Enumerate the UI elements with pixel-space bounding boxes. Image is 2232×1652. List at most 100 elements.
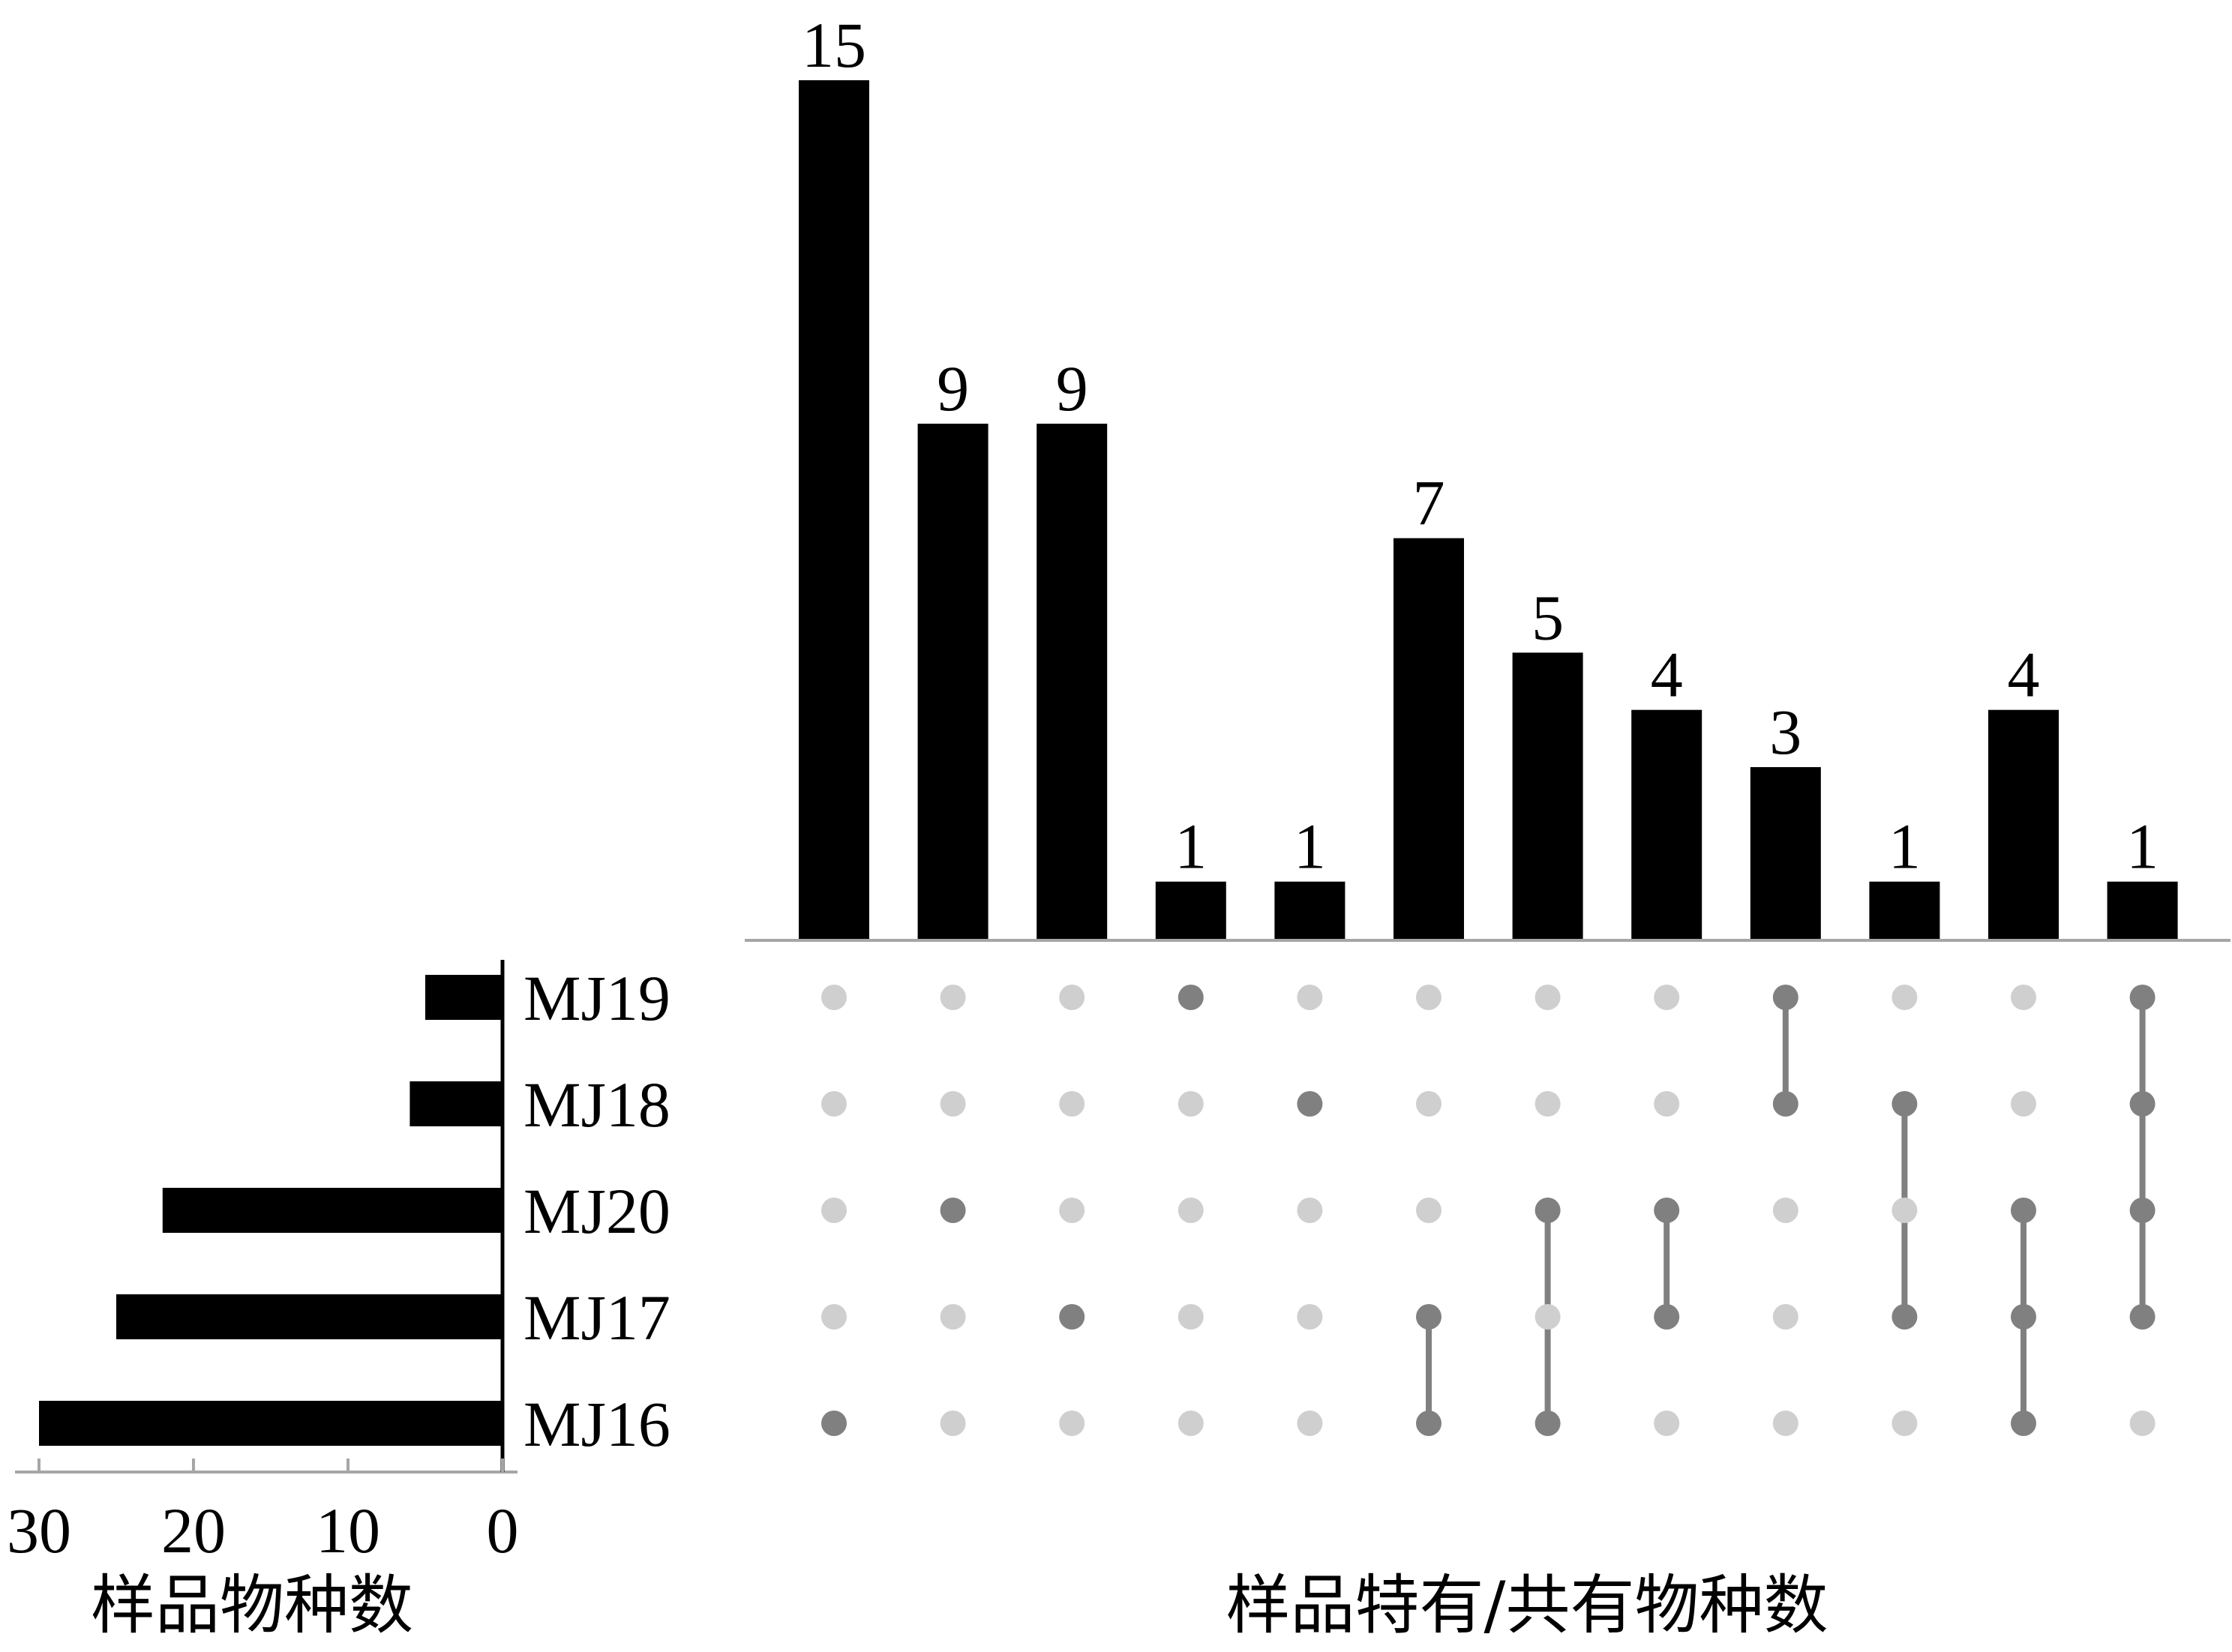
- set-size-axis-title: 样品物种数: [91, 1568, 413, 1643]
- set-size-bar: [162, 1188, 503, 1233]
- matrix-dot-inactive: [1297, 1304, 1323, 1330]
- set-label: MJ17: [524, 1282, 670, 1354]
- matrix-dot-active: [2011, 1198, 2036, 1223]
- matrix-dot-inactive: [1178, 1411, 1204, 1436]
- matrix-dot-inactive: [2011, 985, 2036, 1010]
- set-label: MJ20: [524, 1175, 670, 1247]
- matrix-dot-inactive: [1772, 1198, 1798, 1223]
- intersection-bar-label: 5: [1532, 581, 1564, 653]
- matrix-dot-active: [2011, 1411, 2036, 1436]
- matrix-dot-inactive: [1297, 985, 1323, 1010]
- set-size-bar: [410, 1081, 502, 1126]
- intersection-bar: [799, 80, 869, 939]
- matrix-dot-inactive: [1178, 1304, 1204, 1330]
- intersection-bar-label: 1: [1294, 811, 1326, 883]
- matrix-dot-inactive: [1772, 1304, 1798, 1330]
- matrix-dot-active: [1534, 1198, 1561, 1223]
- matrix-dot-active: [2129, 1304, 2156, 1330]
- matrix-dot-inactive: [1178, 1198, 1204, 1223]
- set-size-bars: MJ19 MJ18 MJ20 MJ17 MJ16: [39, 962, 670, 1460]
- matrix-dot-inactive: [940, 1091, 966, 1117]
- matrix-dot-inactive: [1416, 1198, 1442, 1223]
- matrix-dot-inactive: [1416, 985, 1442, 1010]
- set-axis-tick-label: 30: [7, 1495, 71, 1567]
- matrix-dot-inactive: [821, 1091, 847, 1117]
- matrix-dot-active: [2011, 1304, 2036, 1330]
- intersection-bar-label: 1: [1174, 811, 1207, 883]
- matrix-dot-inactive: [1534, 1091, 1561, 1117]
- matrix-dot-active: [1654, 1198, 1680, 1223]
- matrix-dot-active: [1654, 1304, 1680, 1330]
- intersection-bar: [1036, 424, 1108, 939]
- matrix-dot-inactive: [1654, 1091, 1680, 1117]
- matrix-dot-inactive: [821, 1304, 847, 1330]
- matrix-dot-inactive: [940, 1304, 966, 1330]
- set-size-ticks: 30 20 10 0: [7, 1459, 519, 1567]
- matrix-dot-inactive: [1059, 1198, 1085, 1223]
- set-label: MJ19: [524, 962, 670, 1034]
- matrix-dot-active: [1534, 1411, 1561, 1436]
- matrix-dot-inactive: [821, 1198, 847, 1223]
- matrix-dot-inactive: [1297, 1411, 1323, 1436]
- intersection-bar: [917, 424, 988, 939]
- matrix-dot-active: [940, 1198, 966, 1223]
- set-size-bar: [116, 1294, 502, 1339]
- matrix-dot-inactive: [1534, 985, 1561, 1010]
- matrix-dot-inactive: [1178, 1091, 1204, 1117]
- intersection-bar: [2107, 881, 2178, 939]
- matrix-dot-active: [1416, 1411, 1442, 1436]
- intersection-bar-label: 9: [937, 352, 969, 424]
- matrix-dot-inactive: [2011, 1091, 2036, 1117]
- matrix-dot-inactive: [940, 985, 966, 1010]
- matrix-dot-active: [1772, 1091, 1798, 1117]
- intersection-bar: [1631, 709, 1702, 939]
- set-axis-tick-label: 20: [161, 1495, 226, 1567]
- intersection-bar-label: 4: [1651, 639, 1683, 711]
- matrix-dot-active: [2129, 1198, 2156, 1223]
- matrix-dot-active: [1892, 1304, 1918, 1330]
- intersection-bar-label: 7: [1413, 467, 1445, 539]
- matrix-dot-inactive: [1892, 985, 1918, 1010]
- set-label: MJ16: [524, 1388, 670, 1460]
- matrix-dot-inactive: [1059, 1091, 1085, 1117]
- intersection-bar: [1988, 709, 2059, 939]
- matrix-dot-inactive: [1297, 1198, 1323, 1223]
- matrix-dot-active: [1416, 1304, 1442, 1330]
- matrix-dot-active: [1772, 985, 1798, 1010]
- set-label: MJ18: [524, 1069, 670, 1141]
- matrix-axis-title: 样品特有/共有物种数: [1226, 1568, 1828, 1643]
- intersection-matrix: [821, 985, 2156, 1436]
- set-axis-tick-label: 0: [487, 1495, 519, 1567]
- intersection-bar-label: 1: [2126, 811, 2158, 883]
- matrix-dot-inactive: [1654, 985, 1680, 1010]
- matrix-dot-inactive: [1059, 985, 1085, 1010]
- matrix-dot-active: [821, 1411, 847, 1436]
- matrix-dot-inactive: [940, 1411, 966, 1436]
- matrix-dot-inactive: [1534, 1304, 1561, 1330]
- intersection-bar: [1512, 652, 1583, 939]
- intersection-bar-label: 1: [1888, 811, 1921, 883]
- matrix-dot-active: [2129, 985, 2156, 1010]
- matrix-dot-active: [1059, 1304, 1085, 1330]
- intersection-bar: [1155, 881, 1226, 939]
- intersection-bar-label: 9: [1056, 352, 1088, 424]
- matrix-dot-active: [2129, 1091, 2156, 1117]
- set-size-bar: [39, 1401, 502, 1446]
- intersection-bar: [1274, 881, 1346, 939]
- matrix-dot-inactive: [1416, 1091, 1442, 1117]
- matrix-dot-inactive: [1772, 1411, 1798, 1436]
- matrix-dot-inactive: [1059, 1411, 1085, 1436]
- matrix-dot-inactive: [1892, 1198, 1918, 1223]
- matrix-dot-active: [1297, 1091, 1323, 1117]
- set-size-bar: [425, 975, 502, 1020]
- intersection-bar: [1750, 767, 1821, 939]
- matrix-dot-inactive: [821, 985, 847, 1010]
- set-axis-tick-label: 10: [316, 1495, 380, 1567]
- intersection-bar-label: 4: [2008, 639, 2040, 711]
- intersection-bar: [1869, 881, 1940, 939]
- matrix-dot-inactive: [1654, 1411, 1680, 1436]
- intersection-bars: 15 9 9 1 1 7 5 4 3 1 4 1: [799, 9, 2178, 939]
- intersection-bar: [1394, 538, 1464, 939]
- intersection-bar-label: 3: [1769, 696, 1802, 768]
